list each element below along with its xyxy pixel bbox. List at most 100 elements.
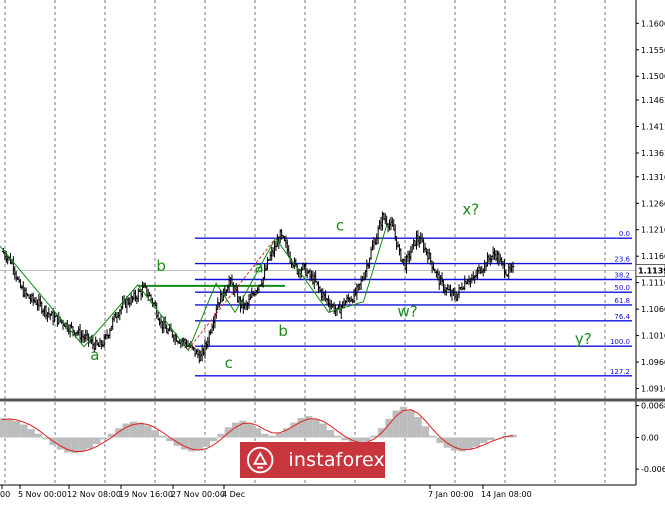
oscillator-bar — [115, 428, 123, 438]
oscillator-bar — [195, 437, 203, 451]
oscillator-bar — [166, 437, 174, 442]
wave-label: y? — [575, 330, 592, 348]
oscillator-signal-line — [1, 409, 514, 452]
oscillator-bar — [231, 422, 240, 438]
y-tick-label: 1.0966 — [641, 358, 665, 367]
oscillator-bar — [268, 435, 276, 438]
oscillator-bar — [458, 437, 466, 452]
wave-label: b — [278, 322, 288, 340]
fib-level-label: 50.0 — [614, 284, 630, 292]
oscillator-bar — [334, 435, 342, 438]
wave-label: w? — [398, 303, 418, 321]
oscillator-bar — [93, 437, 101, 445]
oscillator-bar — [253, 428, 262, 438]
oscillator-bar — [0, 417, 6, 438]
oscillator-bar — [122, 423, 130, 438]
oscillator-bar — [12, 420, 21, 438]
oscillator-bar — [85, 437, 94, 449]
brand-watermark: instaforex — [240, 442, 385, 478]
y-tick-label: 1.1116 — [641, 279, 665, 288]
oscillator-bar — [64, 437, 72, 453]
y-tick-label: 1.1606 — [641, 19, 665, 28]
oscillator-bar — [100, 437, 108, 440]
x-tick-label: 19 Nov 16:00 — [119, 490, 173, 499]
wave-label: a — [255, 259, 264, 277]
y-tick-label: 1.0916 — [641, 385, 665, 394]
wave-path — [0, 224, 388, 352]
oscillator-bar — [407, 409, 415, 438]
osc-y-tick-label: 0.00686 — [641, 402, 665, 411]
oscillator-bar — [217, 433, 225, 438]
oscillator-bar — [261, 433, 269, 438]
oscillator-bar — [312, 418, 320, 438]
price-tag-box — [635, 264, 665, 277]
oscillator-bar — [363, 437, 371, 442]
oscillator-bar — [188, 437, 196, 452]
y-tick-label: 1.1316 — [641, 173, 665, 182]
oscillator-bar — [392, 410, 400, 438]
x-tick-label: 27 Nov 00:00 — [171, 490, 225, 499]
oscillator-bar — [71, 437, 79, 454]
oscillator-bar — [341, 437, 349, 441]
brand-name: instaforex — [288, 449, 385, 471]
oscillator-bar — [487, 437, 495, 441]
oscillator-bar — [180, 437, 189, 450]
oscillator-bar — [20, 424, 28, 438]
y-tick-label: 1.1216 — [641, 226, 665, 235]
y-tick-label: 1.1506 — [641, 72, 665, 81]
oscillator-bar — [210, 437, 218, 442]
current-price-tag: 1.1139 — [638, 266, 665, 275]
oscillator-bar — [465, 437, 473, 450]
oscillator-bar — [304, 416, 313, 438]
osc-y-tick-label: 0.00 — [641, 434, 659, 443]
oscillator-bar — [297, 417, 305, 438]
oscillator-bar — [129, 421, 138, 438]
oscillator-bar — [56, 437, 65, 450]
wave-label: a — [90, 346, 99, 364]
y-tick-label: 1.1266 — [641, 199, 665, 208]
oscillator-bar — [283, 428, 291, 438]
fib-level-label: 76.4 — [614, 313, 630, 321]
fib-level-label: 127.2 — [610, 368, 630, 376]
oscillator-bar — [202, 437, 211, 447]
oscillator-bar — [144, 425, 152, 438]
oscillator-bar — [399, 406, 408, 438]
oscillator-bar — [42, 437, 50, 440]
fib-level-label: 100.0 — [610, 338, 630, 346]
oscillator-bar — [239, 420, 247, 438]
brand-logo-icon — [246, 446, 274, 474]
x-tick-label: 4 Dec — [222, 490, 245, 499]
wave-label: c — [225, 354, 233, 372]
fib-level-label: 23.6 — [614, 256, 630, 264]
oscillator-bar — [319, 423, 327, 438]
y-tick-label: 1.1066 — [641, 305, 665, 314]
oscillator-bar — [480, 437, 488, 444]
fib-level-label: 61.8 — [614, 297, 630, 305]
wave-label: c — [336, 216, 344, 234]
oscillator-bar — [78, 437, 86, 452]
oscillator-bar — [137, 422, 145, 438]
oscillator-bar — [158, 435, 167, 438]
x-tick-label: 5 Nov 00:00 — [18, 490, 67, 499]
fib-level-label: 38.2 — [614, 271, 630, 279]
oscillator-bar — [34, 433, 43, 438]
y-tick-label: 1.1016 — [641, 332, 665, 341]
oscillator-bar — [151, 430, 159, 438]
oscillator-bar — [290, 422, 298, 438]
y-tick-label: 1.1556 — [641, 46, 665, 55]
oscillator-bar — [275, 432, 284, 438]
oscillator-bar — [414, 417, 422, 438]
oscillator-bar — [385, 418, 393, 438]
wave-label: x? — [462, 200, 479, 218]
x-tick-label: 12 Nov 08:00 — [67, 490, 121, 499]
x-tick-label: 7 Jan 00:00 — [428, 490, 474, 499]
oscillator-bar — [370, 435, 378, 438]
oscillator-bar — [436, 437, 444, 444]
x-tick-label: 00 — [0, 490, 10, 499]
oscillator-bar — [326, 430, 335, 438]
